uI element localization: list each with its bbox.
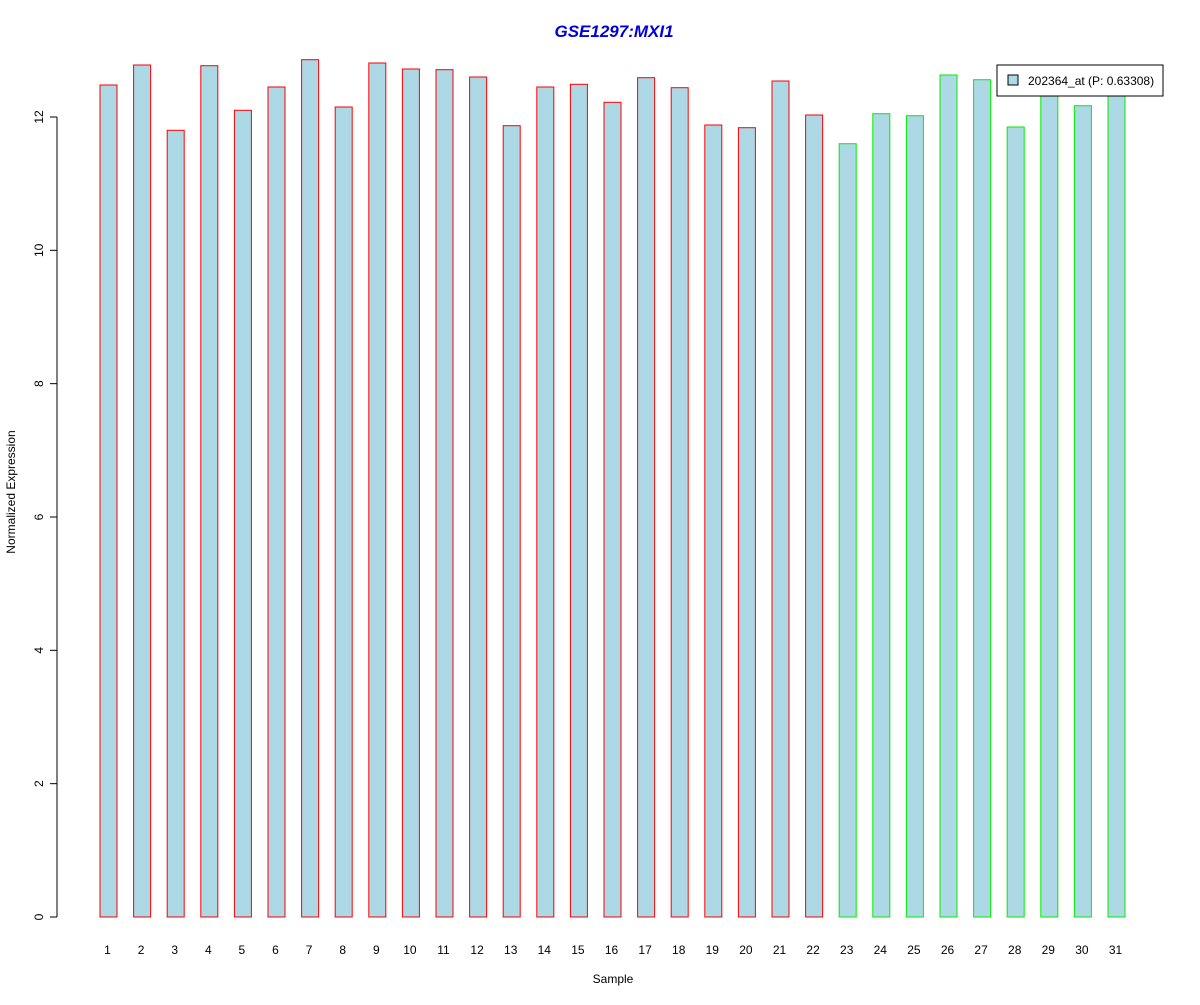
- x-axis-ticks: 1 2 3 4 5 6 7 8 9 10 11 12 13 14 15 16 17 18 19 20 21 22 23 24 2…: [104, 943, 1122, 957]
- x-tick-label: 5: [239, 943, 246, 957]
- x-tick-label: 23: [840, 943, 854, 957]
- x-tick-label: 16: [605, 943, 619, 957]
- x-tick-label: 22: [806, 943, 820, 957]
- y-tick-label: 10: [32, 243, 46, 257]
- bar-sample-1: [99, 84, 118, 918]
- x-tick-label: 18: [672, 943, 686, 957]
- bar-sample-18: [670, 87, 689, 918]
- bar-sample-8: [334, 106, 353, 918]
- x-tick-label: 4: [205, 943, 212, 957]
- y-tick-label: 0: [32, 913, 46, 920]
- bar-sample-9: [368, 62, 387, 918]
- bar-sample-13: [502, 125, 521, 918]
- bar-sample-27: [973, 79, 992, 918]
- x-tick-label: 26: [941, 943, 955, 957]
- bar-sample-19: [704, 124, 723, 918]
- x-tick-label: 31: [1109, 943, 1123, 957]
- bar-sample-4: [200, 65, 219, 918]
- x-tick-label: 21: [773, 943, 787, 957]
- x-tick-label: 30: [1075, 943, 1089, 957]
- bar-sample-25: [905, 115, 924, 918]
- bar-sample-2: [133, 64, 152, 918]
- x-tick-label: 24: [874, 943, 888, 957]
- x-tick-label: 6: [272, 943, 279, 957]
- x-tick-label: 12: [470, 943, 484, 957]
- bar-sample-28: [1006, 126, 1025, 918]
- y-tick-label: 6: [32, 513, 46, 520]
- bar-sample-12: [469, 76, 488, 918]
- bar-sample-6: [267, 86, 286, 918]
- y-tick-label: 12: [32, 110, 46, 124]
- bar-sample-5: [233, 109, 252, 918]
- legend-label: 202364_at (P: 0.63308): [1028, 74, 1154, 88]
- x-tick-label: 27: [974, 943, 988, 957]
- bar-sample-20: [737, 127, 756, 918]
- y-tick-label: 4: [32, 647, 46, 654]
- x-tick-label: 17: [638, 943, 652, 957]
- x-tick-label: 13: [504, 943, 518, 957]
- x-tick-label: 8: [339, 943, 346, 957]
- x-tick-label: 25: [907, 943, 921, 957]
- x-tick-label: 3: [171, 943, 178, 957]
- y-axis: 0 2 4 6 8 10 12: [32, 110, 58, 920]
- bar-sample-3: [166, 129, 185, 918]
- x-tick-label: 7: [306, 943, 313, 957]
- bar-sample-31: [1107, 93, 1126, 918]
- legend-box: [996, 64, 1164, 97]
- bar-sample-16: [603, 101, 622, 918]
- bar-sample-24: [872, 113, 891, 918]
- bar-sample-26: [939, 74, 958, 918]
- x-tick-label: 20: [739, 943, 753, 957]
- bar-sample-30: [1073, 105, 1092, 918]
- x-tick-label: 10: [403, 943, 417, 957]
- y-axis-label: Normalized Expression: [4, 430, 18, 553]
- bar-sample-7: [301, 59, 320, 918]
- x-tick-label: 15: [571, 943, 585, 957]
- chart-title: GSE1297:MXI1: [554, 22, 673, 41]
- x-tick-label: 1: [104, 943, 111, 957]
- legend-swatch: [1007, 74, 1019, 86]
- bar-sample-17: [637, 77, 656, 918]
- x-tick-label: 28: [1008, 943, 1022, 957]
- legend: 202364_at (P: 0.63308): [996, 64, 1164, 97]
- x-tick-label: 2: [138, 943, 145, 957]
- x-tick-label: 11: [437, 943, 450, 957]
- bar-sample-22: [805, 114, 824, 918]
- bar-sample-10: [401, 68, 420, 918]
- bar-sample-29: [1040, 93, 1059, 918]
- x-tick-label: 29: [1042, 943, 1056, 957]
- bar-sample-23: [838, 143, 857, 918]
- bar-sample-14: [536, 86, 555, 918]
- x-tick-label: 9: [373, 943, 380, 957]
- bar-sample-15: [569, 83, 588, 918]
- x-tick-label: 19: [706, 943, 720, 957]
- x-tick-label: 14: [538, 943, 552, 957]
- bars-group: [99, 59, 1126, 918]
- y-tick-label: 2: [32, 780, 46, 787]
- x-axis-label: Sample: [593, 972, 634, 986]
- y-tick-label: 8: [32, 380, 46, 387]
- bar-sample-11: [435, 69, 454, 918]
- bar-sample-21: [771, 80, 790, 918]
